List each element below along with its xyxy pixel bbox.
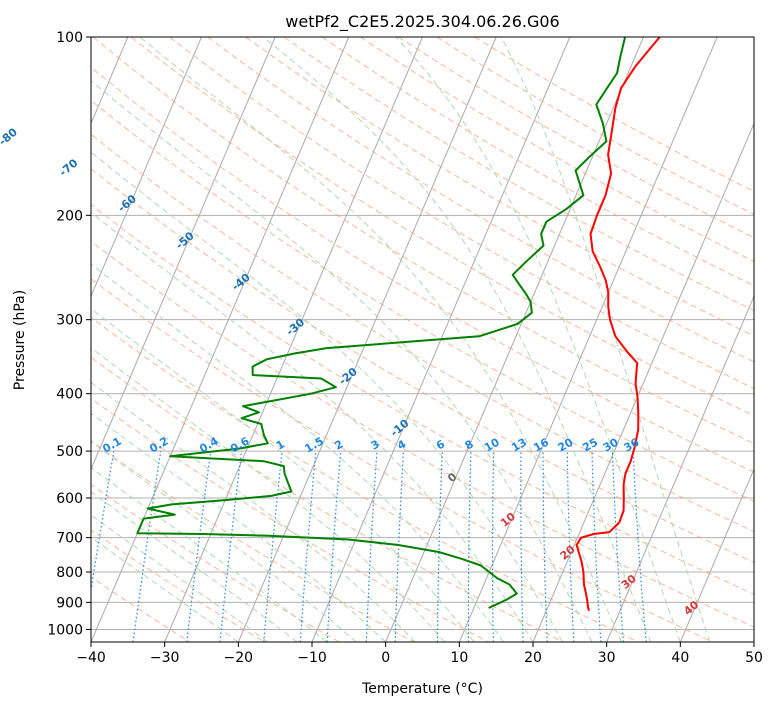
y-tick-label: 1000 [47,622,83,638]
x-axis-label: Temperature (°C) [361,681,483,697]
y-tick-label: 100 [56,30,83,46]
x-tick-label: 30 [598,650,616,666]
x-tick-label: −10 [297,650,327,666]
x-tick-label: 40 [671,650,689,666]
y-tick-label: 400 [56,387,83,403]
x-tick-label: −40 [76,650,106,666]
y-tick-label: 200 [56,208,83,224]
x-tick-label: −30 [150,650,180,666]
chart-title: wetPf2_C2E5.2025.304.06.26.G06 [285,12,559,32]
x-tick-label: 50 [745,650,763,666]
x-tick-label: 20 [524,650,542,666]
x-tick-label: 0 [381,650,390,666]
y-tick-label: 800 [56,565,83,581]
y-tick-label: 300 [56,313,83,329]
y-tick-label: 900 [56,595,83,611]
y-axis-label: Pressure (hPa) [12,290,28,390]
y-tick-label: 500 [56,444,83,460]
y-tick-label: 700 [56,531,83,547]
x-tick-label: 10 [450,650,468,666]
y-tick-label: 600 [56,491,83,507]
x-tick-label: −20 [224,650,254,666]
